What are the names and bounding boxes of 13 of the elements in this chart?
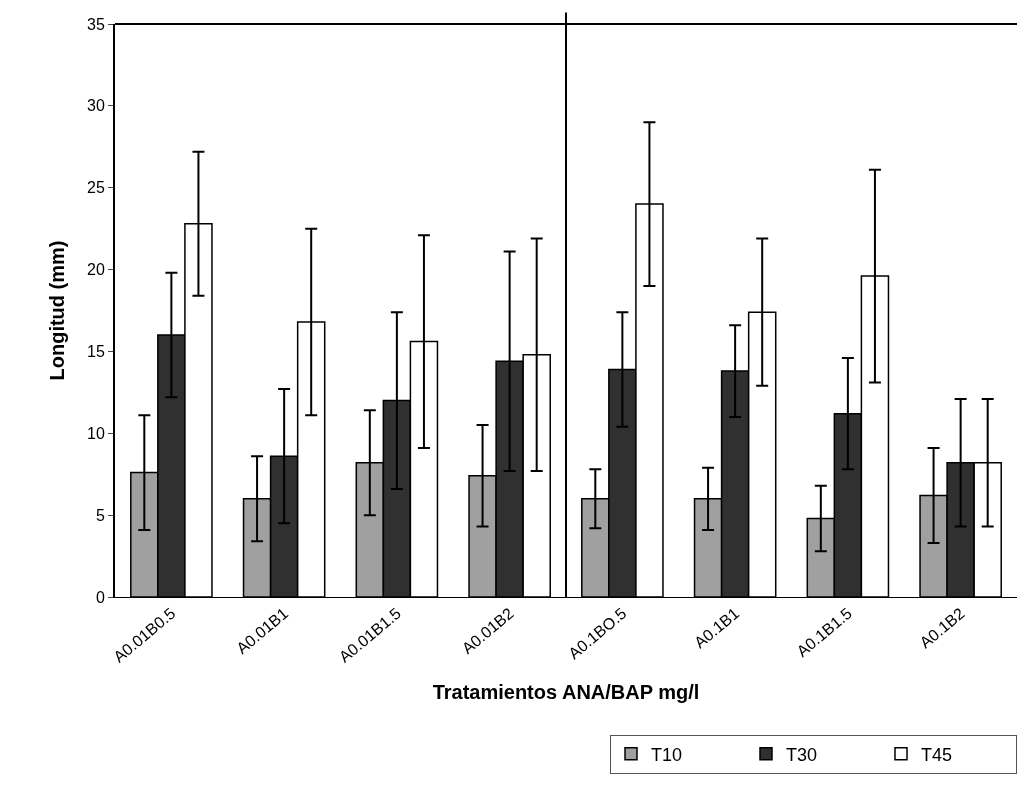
y-tick-label: 25 — [87, 179, 105, 197]
legend-label: T45 — [921, 744, 953, 765]
y-tick-label: 30 — [87, 97, 105, 115]
y-axis-title: Longitud (mm) — [46, 240, 68, 381]
legend-label: T10 — [651, 744, 683, 765]
legend-label: T30 — [786, 744, 818, 765]
y-tick-label: 5 — [95, 506, 105, 524]
y-tick-label: 0 — [95, 588, 105, 606]
y-tick-label: 15 — [87, 343, 105, 361]
y-tick-label: 35 — [87, 15, 105, 33]
y-tick-label: 20 — [87, 261, 105, 279]
x-axis-title: Tratamientos ANA/BAP mg/l — [432, 681, 700, 704]
y-tick-label: 10 — [87, 424, 105, 442]
